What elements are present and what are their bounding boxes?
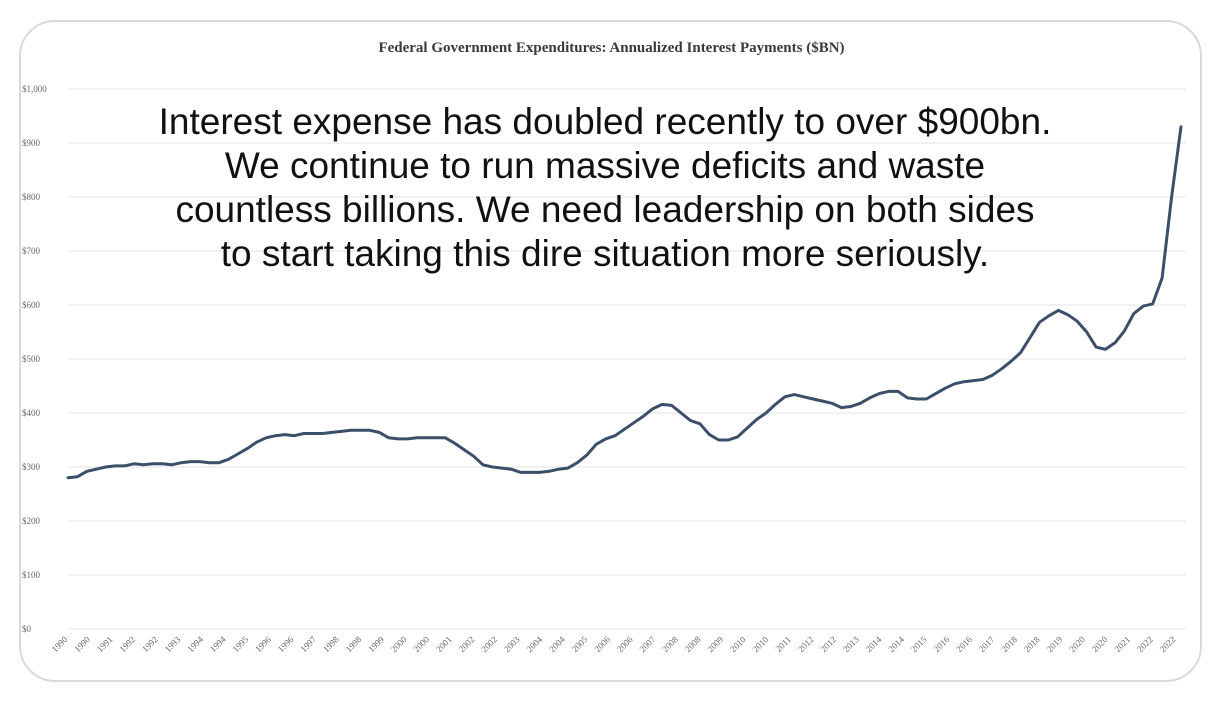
x-tick-label: 2018 <box>1022 634 1042 654</box>
y-tick-label: $800 <box>22 192 41 202</box>
x-tick-label: 2012 <box>796 634 816 654</box>
annotation-line-3: countless billions. We need leadership o… <box>175 189 1035 230</box>
y-tick-label: $600 <box>22 300 41 310</box>
x-tick-label: 1993 <box>163 634 183 654</box>
y-tick-label: $1,000 <box>22 84 47 94</box>
x-tick-label: 2007 <box>638 634 658 654</box>
x-tick-label: 1991 <box>95 634 115 654</box>
annotation-line-2: We continue to run massive deficits and … <box>224 145 986 186</box>
x-tick-label: 2020 <box>1090 634 1110 654</box>
y-tick-label: $100 <box>22 570 41 580</box>
x-tick-label: 2010 <box>728 634 748 654</box>
x-tick-label: 2004 <box>547 634 567 654</box>
x-tick-label: 2005 <box>570 634 590 654</box>
x-tick-label: 1999 <box>366 634 386 654</box>
x-tick-label: 2015 <box>909 634 929 654</box>
y-tick-label: $400 <box>22 408 41 418</box>
x-tick-label: 2000 <box>389 634 409 654</box>
chart-card <box>19 20 1202 682</box>
series-line-interest-payments <box>66 125 1183 480</box>
y-tick-label: $700 <box>22 246 41 256</box>
x-tick-label: 2013 <box>841 634 861 654</box>
x-tick-label: 2008 <box>660 634 680 654</box>
x-tick-label: 2016 <box>931 634 951 654</box>
x-tick-label: 1998 <box>344 634 364 654</box>
x-tick-label: 2010 <box>751 634 771 654</box>
x-tick-label: 2020 <box>1067 634 1087 654</box>
y-axis-labels: $0 $100 $200 $300 $400 $500 $600 $700 $800 $900 $1… <box>22 84 47 634</box>
x-tick-label: 1992 <box>140 634 160 654</box>
x-tick-label: 1996 <box>276 634 296 654</box>
y-tick-label: $500 <box>22 354 41 364</box>
x-tick-label: 2021 <box>1112 634 1132 654</box>
x-tick-label: 2011 <box>773 634 793 654</box>
x-tick-label: 2001 <box>434 634 454 654</box>
y-tick-label: $200 <box>22 516 41 526</box>
y-tick-label: $300 <box>22 462 41 472</box>
x-axis-labels: 1990 1990 1991 1992 1992 1993 1994 1994 1995 1996… <box>50 634 1178 654</box>
y-tick-label: $900 <box>22 138 41 148</box>
x-tick-label: 2022 <box>1158 634 1178 654</box>
x-tick-label: 2016 <box>954 634 974 654</box>
x-tick-label: 1994 <box>185 634 205 654</box>
x-tick-label: 2022 <box>1135 634 1155 654</box>
x-tick-label: 1995 <box>231 634 251 654</box>
x-tick-label: 1998 <box>321 634 341 654</box>
grid-lines <box>68 88 1186 630</box>
x-tick-label: 2012 <box>818 634 838 654</box>
x-tick-label: 2009 <box>705 634 725 654</box>
x-tick-label: 2008 <box>683 634 703 654</box>
x-tick-label: 2014 <box>886 634 906 654</box>
y-tick-label: $0 <box>22 624 32 634</box>
x-tick-label: 2019 <box>1045 634 1065 654</box>
x-tick-label: 2006 <box>592 634 612 654</box>
annotation-text: Interest expense has doubled recently to… <box>70 100 1140 276</box>
x-tick-label: 2002 <box>457 634 477 654</box>
annotation-line-4: to start taking this dire situation more… <box>220 233 990 274</box>
x-tick-label: 1990 <box>72 634 92 654</box>
x-tick-label: 1990 <box>50 634 70 654</box>
x-tick-label: 2006 <box>615 634 635 654</box>
annotation-line-1: Interest expense has doubled recently to… <box>158 101 1052 142</box>
chart-title: Federal Government Expenditures: Annuali… <box>378 40 845 56</box>
x-tick-label: 2002 <box>479 634 499 654</box>
series-group <box>66 125 1183 480</box>
x-tick-label: 2000 <box>411 634 431 654</box>
x-tick-label: 1997 <box>298 634 318 654</box>
x-tick-label: 2003 <box>502 634 522 654</box>
x-tick-label: 1994 <box>208 634 228 654</box>
x-tick-label: 1992 <box>117 634 137 654</box>
x-tick-label: 1996 <box>253 634 273 654</box>
x-tick-label: 2014 <box>864 634 884 654</box>
x-tick-label: 2004 <box>524 634 544 654</box>
x-tick-label: 2018 <box>999 634 1019 654</box>
x-tick-label: 2017 <box>977 634 997 654</box>
